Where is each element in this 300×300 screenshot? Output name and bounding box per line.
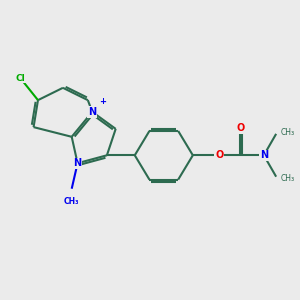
Text: CH₃: CH₃ <box>280 174 295 183</box>
Text: +: + <box>99 97 106 106</box>
Text: CH₃: CH₃ <box>280 128 295 137</box>
Text: Cl: Cl <box>16 74 25 82</box>
Text: N: N <box>260 150 268 160</box>
Text: O: O <box>236 123 244 133</box>
Text: O: O <box>215 150 224 160</box>
Text: N: N <box>88 107 96 117</box>
Text: N: N <box>74 158 82 168</box>
Text: CH₃: CH₃ <box>64 197 80 206</box>
